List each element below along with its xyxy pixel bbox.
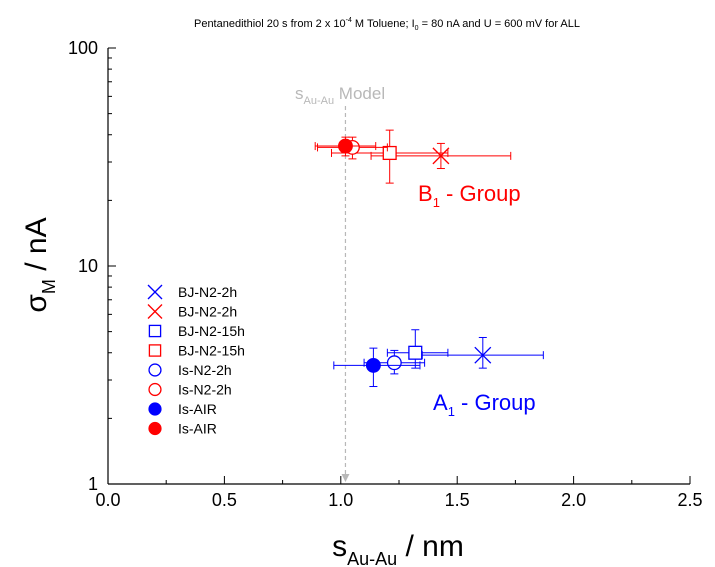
legend-item: BJ-N2-15h <box>148 343 245 359</box>
x-axis-ticks: 0.0 0.5 1.0 1.5 2.0 2.5 <box>95 476 703 510</box>
legend-marker <box>148 402 162 416</box>
legend-label: BJ-N2-2h <box>178 284 237 300</box>
model-line-arrowhead <box>341 474 350 482</box>
y-tick-label: 100 <box>68 38 98 58</box>
x-tick-label: 0.5 <box>212 490 237 510</box>
legend-label: Is-N2-2h <box>178 382 232 398</box>
point-marker <box>432 147 450 165</box>
legend-marker <box>148 382 162 397</box>
legend-marker <box>148 363 162 377</box>
legend-marker <box>148 344 162 357</box>
title-superscript: -4 <box>346 17 352 24</box>
legend: BJ-N2-2h BJ-N2-2h BJ-N2-15h BJ-N2-15h Is-N2-… <box>147 284 245 437</box>
legend-label: BJ-N2-15h <box>178 343 245 359</box>
y-axis-title: σM / nA <box>20 217 59 312</box>
data-point-is-air-blue <box>333 347 421 388</box>
legend-label: Is-AIR <box>178 421 217 437</box>
legend-item: Is-N2-2h <box>148 382 232 398</box>
legend-label: BJ-N2-2h <box>178 304 237 320</box>
legend-label: BJ-N2-15h <box>178 323 245 339</box>
data-point-bj-n2-2h-blue <box>421 336 544 369</box>
legend-item: Is-N2-2h <box>148 362 232 378</box>
title-subscript: 0 <box>415 25 419 32</box>
point-marker <box>338 138 353 154</box>
legend-marker <box>148 421 162 436</box>
y-tick-label: 10 <box>78 256 98 276</box>
legend-label: Is-AIR <box>178 401 217 417</box>
y-tick-label: 1 <box>88 474 98 494</box>
point-marker <box>408 345 423 360</box>
legend-item: Is-AIR <box>148 421 217 437</box>
model-label: sAu-Au Model <box>295 84 385 107</box>
x-tick-label: 2.0 <box>561 490 586 510</box>
legend-marker <box>147 304 163 319</box>
data-point-is-air-red <box>314 136 377 157</box>
legend-item: BJ-N2-2h <box>147 304 237 320</box>
legend-marker <box>147 284 163 300</box>
group-label-a1: A1 - Group <box>433 390 536 419</box>
legend-label: Is-N2-2h <box>178 362 232 378</box>
legend-item: Is-AIR <box>148 401 217 417</box>
x-tick-label: 1.5 <box>445 490 470 510</box>
y-axis-ticks: 1 10 100 <box>68 38 116 494</box>
data-point-bj-n2-15h-red <box>330 129 449 184</box>
point-marker <box>382 145 397 161</box>
legend-marker <box>148 324 162 338</box>
point-marker <box>386 355 402 371</box>
x-axis-title: sAu-Au / nm <box>332 530 464 567</box>
data-point-bj-n2-15h-blue <box>386 329 449 369</box>
legend-item: BJ-N2-2h <box>147 284 237 300</box>
x-tick-label: 0.0 <box>95 490 120 510</box>
x-tick-label: 2.5 <box>677 490 702 510</box>
data-marks <box>314 129 544 388</box>
point-marker <box>365 357 381 373</box>
x-tick-label: 1.0 <box>328 490 353 510</box>
point-marker <box>474 346 492 364</box>
group-label-b1: B1 - Group <box>418 181 521 210</box>
legend-item: BJ-N2-15h <box>148 323 245 339</box>
chart-title: Pentanedithiol 20 s from 2 x 10-4 M Tolu… <box>194 17 580 32</box>
